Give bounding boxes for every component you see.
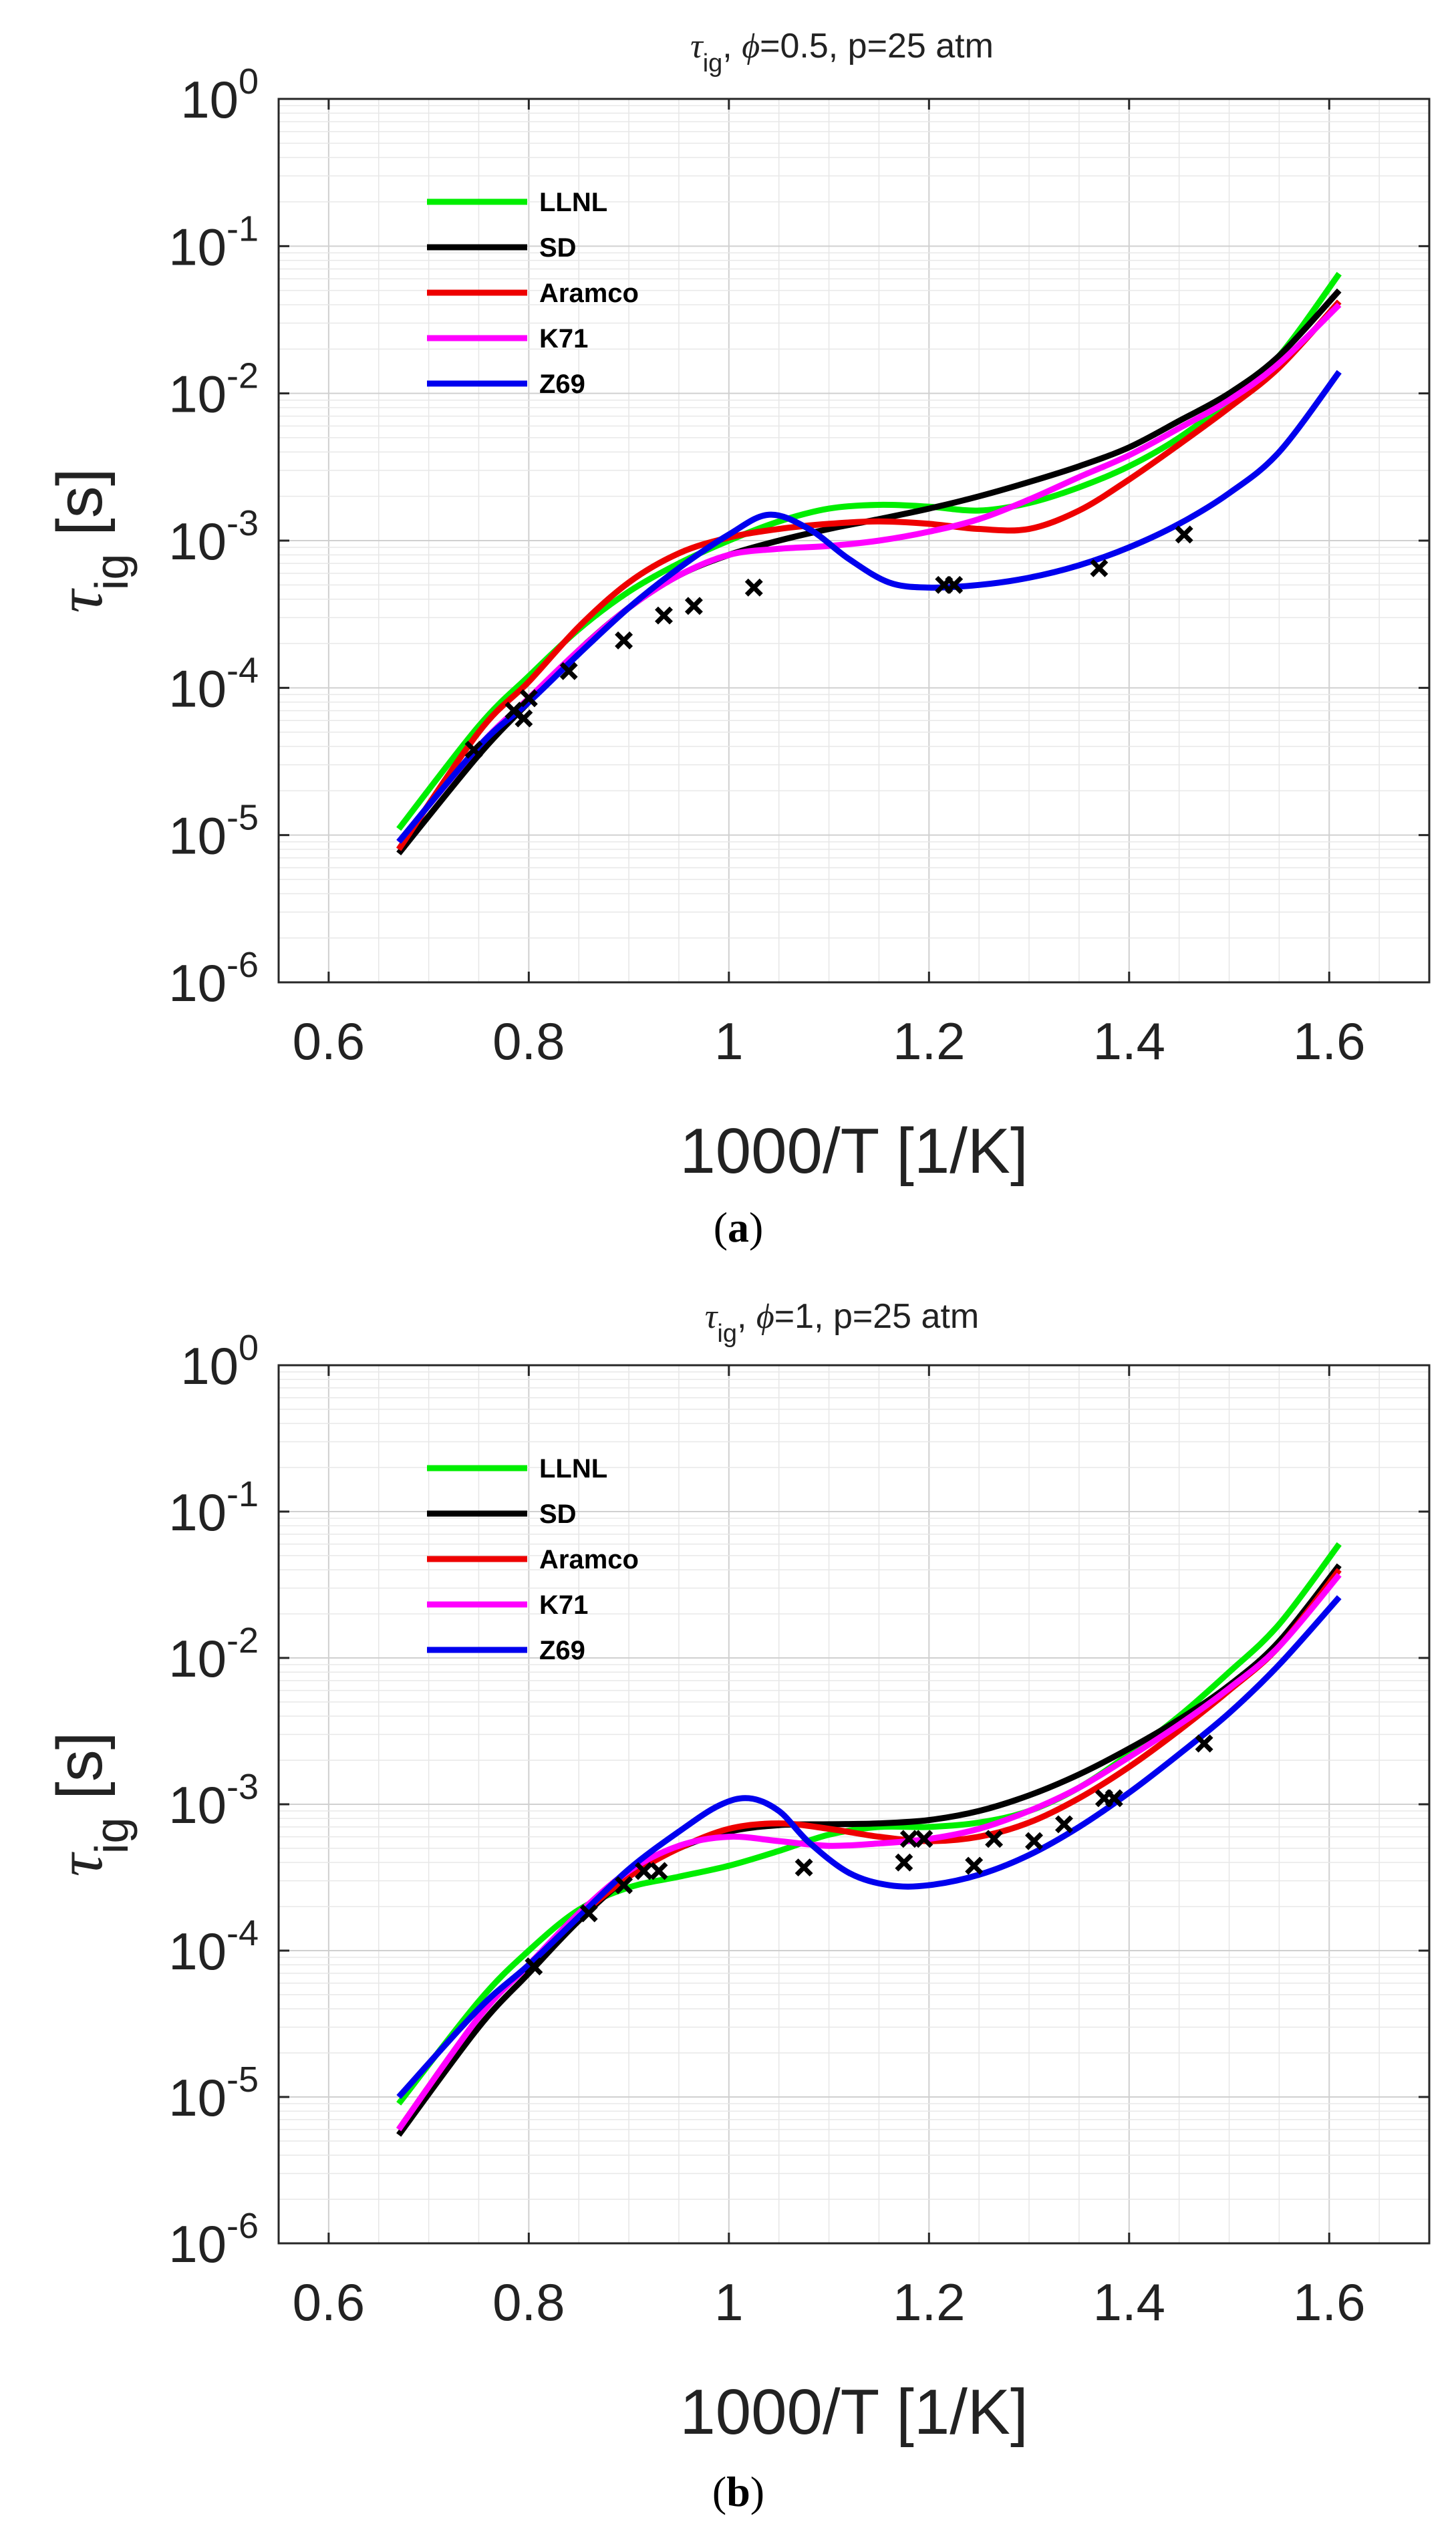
chart-title: τig, ϕ=0.5, p=25 atm [690, 27, 994, 78]
legend-label-k71: K71 [539, 324, 588, 354]
experiment-marker [464, 740, 483, 759]
legend-label-sd: SD [539, 233, 577, 263]
legend-label-k71: K71 [539, 1590, 588, 1620]
experiment-marker [945, 575, 964, 594]
experiment-marker [744, 578, 763, 597]
experiment-marker [965, 1856, 984, 1875]
experiment-marker [649, 1862, 668, 1880]
legend: LLNL SD Aramco K71 Z69 [427, 1454, 639, 1665]
y-tick-label: 100 [180, 61, 259, 129]
x-axis-label: 1000/T [1/K] [680, 2376, 1028, 2448]
experiment-marker [635, 1862, 653, 1880]
experiment-marker [895, 1853, 913, 1872]
legend-label-aramco: Aramco [539, 279, 639, 308]
experiment-marker [1105, 1789, 1123, 1808]
experiment-marker [1195, 1734, 1213, 1753]
experiment-marker [525, 1957, 543, 1976]
y-tick-label: 10-4 [168, 650, 259, 718]
grid [279, 1365, 1429, 2244]
experiment-marker [519, 689, 538, 708]
y-tick-label: 10-6 [168, 2206, 259, 2273]
y-tick-label: 10-5 [168, 798, 259, 865]
ticks [279, 98, 1429, 984]
panel-caption: (a) [714, 1204, 764, 1251]
ticks [279, 1364, 1429, 2245]
y-tick-label: 10-2 [168, 1621, 259, 1688]
legend: LLNL SD Aramco K71 Z69 [427, 188, 639, 399]
legend-label-sd: SD [539, 1500, 577, 1529]
legend-label-aramco: Aramco [539, 1545, 639, 1574]
x-tick-label: 1 [714, 1012, 743, 1071]
experiment-marker [899, 1830, 918, 1848]
legend-label-llnl: LLNL [539, 1454, 607, 1484]
y-tick-label: 10-3 [168, 1767, 259, 1834]
panel-b: τig, ϕ=1, p=25 atm 0.6 0.8 1 1.2 1.4 1.6 100 10… [44, 1297, 1431, 2515]
y-tick-label: 10-6 [168, 945, 259, 1012]
x-tick-label: 1.4 [1093, 1012, 1165, 1071]
experiment-marker [684, 597, 703, 615]
series-layer [396, 271, 1342, 856]
x-tick-label: 1.2 [893, 1012, 965, 1071]
experiment-marker [985, 1830, 1004, 1848]
y-tick-label: 100 [180, 1328, 259, 1395]
panel-caption: (b) [712, 2468, 764, 2515]
experiment-marker [515, 709, 533, 728]
x-tick-label: 0.6 [293, 1012, 365, 1071]
legend-label-z69: Z69 [539, 370, 585, 399]
x-tick-label: 1 [714, 2273, 743, 2332]
experiment-marker [615, 631, 633, 650]
experiment-marker [655, 606, 673, 625]
series-line-sd [396, 1563, 1342, 2137]
experiment-marker [559, 662, 578, 680]
experiment-marker [1175, 525, 1193, 544]
series-layer [396, 1542, 1342, 2137]
series-line-aramco [396, 299, 1342, 851]
chart-title: τig, ϕ=1, p=25 atm [705, 1297, 979, 1348]
experiment-marker [1025, 1832, 1044, 1850]
y-tick-label: 10-3 [168, 503, 259, 571]
x-tick-label: 0.8 [492, 2273, 565, 2332]
tick-labels: 0.6 0.8 1 1.2 1.4 1.6 100 10-1 10-2 10-3 10-4 10-5 1… [168, 61, 1365, 1071]
x-tick-label: 1.2 [893, 2273, 965, 2332]
experiment-marker [579, 1904, 598, 1923]
x-axis-label: 1000/T [1/K] [680, 1115, 1028, 1187]
experiment-marker [915, 1830, 933, 1848]
x-tick-label: 0.6 [293, 2273, 365, 2332]
y-axis-label: τig [s] [44, 1732, 138, 1877]
y-tick-label: 10-4 [168, 1913, 259, 1981]
legend-label-z69: Z69 [539, 1636, 585, 1665]
series-line-z69 [396, 1595, 1342, 2100]
x-tick-label: 1.6 [1293, 2273, 1365, 2332]
experiment-marker [794, 1858, 813, 1877]
legend-label-llnl: LLNL [539, 188, 607, 217]
y-tick-label: 10-1 [168, 1474, 259, 1542]
experiment-marker [1090, 559, 1109, 577]
x-tick-label: 0.8 [492, 1012, 565, 1071]
experiment-marker [1054, 1815, 1073, 1834]
experiment-marker [615, 1876, 633, 1894]
y-tick-label: 10-2 [168, 356, 259, 424]
y-tick-label: 10-5 [168, 2060, 259, 2127]
y-tick-label: 10-1 [168, 208, 259, 276]
x-tick-label: 1.4 [1093, 2273, 1165, 2332]
panel-a: τig, ϕ=0.5, p=25 atm 0.6 0.8 1 1.2 1.4 1.6 100… [44, 27, 1431, 1251]
x-tick-label: 1.6 [1293, 1012, 1365, 1071]
tick-labels: 0.6 0.8 1 1.2 1.4 1.6 100 10-1 10-2 10-3 10-4 10-5 1… [168, 1328, 1365, 2332]
series-line-llnl [396, 1542, 1342, 2106]
y-axis-label: τig [s] [44, 468, 138, 613]
